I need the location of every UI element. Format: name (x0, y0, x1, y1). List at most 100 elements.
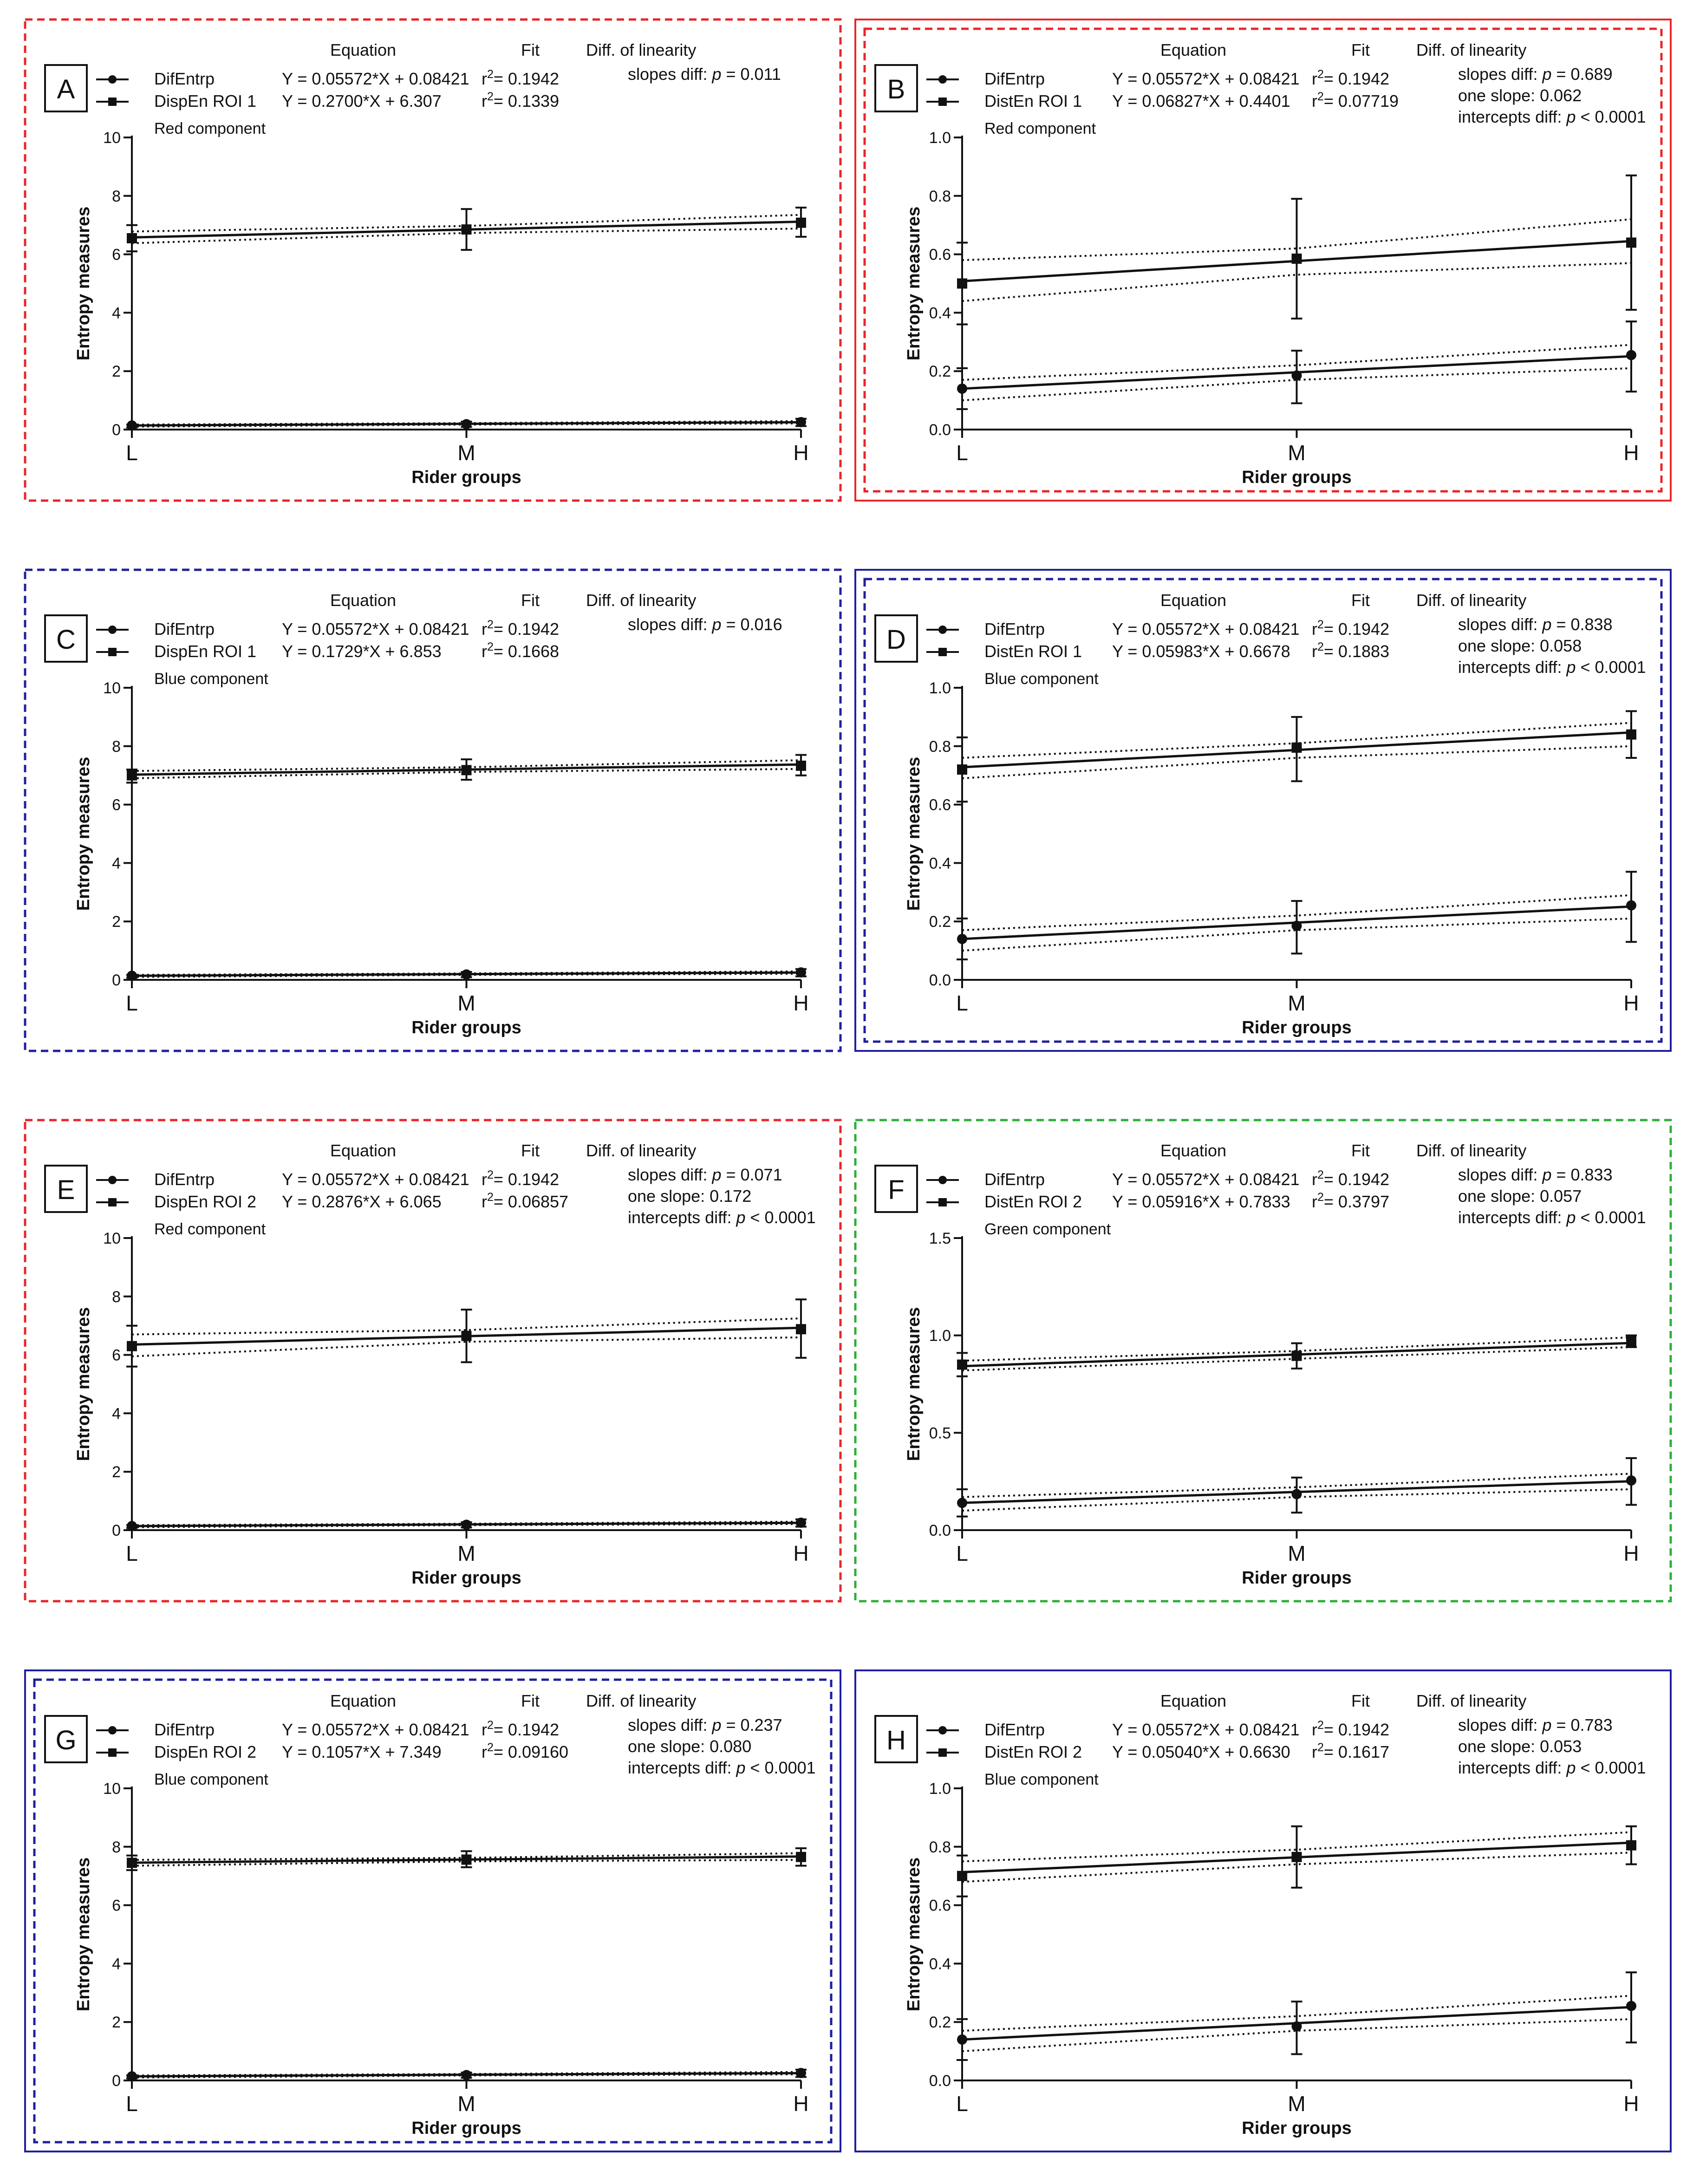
r-squared: r2= 0.1942 (482, 1719, 559, 1739)
r-squared: r2= 0.09160 (482, 1741, 568, 1761)
legend-label: DispEn ROI 1 (154, 91, 256, 111)
data-point-circle (127, 971, 137, 981)
header-fit: Fit (1351, 40, 1370, 59)
y-tick-label: 10 (103, 1780, 121, 1798)
series-equation: Y = 0.2700*X + 6.307 (282, 91, 442, 111)
r-squared-value: = 0.1942 (494, 1170, 559, 1189)
legend-marker-square (938, 1748, 947, 1757)
y-tick-label: 0.2 (929, 2014, 951, 2031)
header-equation: Equation (330, 591, 396, 610)
data-point-square (461, 765, 472, 776)
data-point-square (1626, 1336, 1636, 1347)
stats-line: intercepts diff: p < 0.0001 (1458, 658, 1646, 677)
data-point-square (127, 1858, 137, 1868)
series-equation: Y = 0.1729*X + 6.853 (282, 642, 442, 661)
r-squared-value: = 0.3797 (1324, 1192, 1389, 1211)
stats-value: = 0.237 (721, 1715, 782, 1734)
legend-label: DistEn ROI 2 (984, 1742, 1082, 1761)
legend-label: DifEntrp (984, 619, 1045, 639)
r-squared-value: = 0.1942 (1324, 1720, 1389, 1739)
stats-line: slopes diff: p = 0.011 (628, 65, 781, 84)
r-squared: r2= 0.1942 (1312, 618, 1389, 639)
component-label: Blue component (984, 1771, 1099, 1788)
series-equation: Y = 0.1057*X + 7.349 (282, 1742, 442, 1761)
header-equation: Equation (330, 40, 396, 59)
panel-f: F Equation Fit Diff. of linearity DifEntrp Y … (854, 1119, 1672, 1603)
panel-frame (854, 1669, 1672, 2152)
panel-letter-box (44, 1715, 88, 1763)
header-fit: Fit (1351, 1141, 1370, 1160)
panel-inner-frame (863, 27, 1663, 493)
ci-band-upper (962, 722, 1632, 759)
header-linearity: Diff. of linearity (586, 1141, 696, 1160)
data-point-square (127, 770, 137, 781)
y-tick-label: 0.8 (929, 1838, 951, 1856)
component-label: Green component (984, 1220, 1111, 1238)
panel-letter: D (886, 625, 906, 655)
r-squared: r2= 0.3797 (1312, 1191, 1389, 1211)
legend-marker-square (938, 98, 947, 106)
data-point-square (1291, 742, 1302, 753)
header-fit: Fit (1351, 1691, 1370, 1710)
stats-prefix: intercepts diff: (1458, 658, 1566, 677)
stats-value: = 0.011 (721, 65, 781, 84)
y-tick-label: 4 (112, 1405, 121, 1422)
ci-band-lower (962, 917, 1632, 952)
superscript: 2 (487, 1741, 494, 1754)
y-tick-label: 0 (112, 971, 121, 989)
superscript: 2 (487, 640, 494, 653)
data-point-circle (1291, 2021, 1302, 2032)
stats-line: one slope: 0.062 (1458, 86, 1582, 105)
data-point-square (796, 1324, 806, 1335)
data-point-square (957, 1871, 967, 1881)
y-tick-label: 1.0 (929, 679, 951, 697)
component-label: Blue component (984, 670, 1099, 688)
panel-frame (854, 569, 1672, 1052)
y-tick-label: 0.6 (929, 796, 951, 814)
stats-line: intercepts diff: p < 0.0001 (628, 1208, 816, 1227)
data-point-square (957, 1359, 967, 1370)
r-squared: r2= 0.1339 (482, 90, 559, 111)
y-tick-label: 0.6 (929, 1897, 951, 1915)
x-tick-label: L (956, 441, 968, 465)
stats-prefix: slopes diff: (1458, 1715, 1542, 1734)
y-tick-label: 1.5 (929, 1230, 951, 1247)
series-equation: Y = 0.05572*X + 0.08421 (1112, 619, 1300, 639)
r-squared-value: = 0.09160 (494, 1742, 568, 1761)
panel-letter: F (888, 1175, 904, 1205)
r-squared-value: = 0.1883 (1324, 642, 1389, 661)
y-tick-label: 1.0 (929, 1780, 951, 1798)
y-tick-label: 0 (112, 2072, 121, 2090)
x-tick-label: L (126, 2092, 138, 2116)
ci-band-lower (962, 1488, 1632, 1512)
r-squared-value: = 0.07719 (1324, 91, 1399, 111)
stats-p: p (711, 65, 721, 84)
legend-marker-square (938, 1198, 947, 1206)
y-tick-label: 2 (112, 1463, 121, 1481)
x-tick-label: L (956, 991, 968, 1015)
x-tick-label: M (1288, 441, 1305, 465)
x-axis-title: Rider groups (411, 1018, 521, 1037)
legend-label: DifEntrp (154, 1170, 215, 1189)
panel-a: A Equation Fit Diff. of linearity DifEntrp Y … (24, 18, 842, 502)
legend-marker-square (938, 648, 947, 656)
panel-letter-box (874, 614, 918, 663)
data-point-circle (1626, 350, 1636, 360)
y-tick-label: 10 (103, 129, 121, 147)
y-tick-label: 0 (112, 421, 121, 439)
r-squared: r2= 0.1942 (482, 68, 559, 88)
y-tick-label: 4 (112, 854, 121, 872)
y-tick-label: 6 (112, 796, 121, 814)
stats-value: < 0.0001 (1576, 658, 1646, 677)
stats-prefix: slopes diff: (628, 615, 712, 634)
stats-line: one slope: 0.053 (1458, 1737, 1582, 1756)
header-equation: Equation (330, 1691, 396, 1710)
ci-band-lower (962, 367, 1632, 402)
superscript: 2 (1317, 1719, 1324, 1732)
y-axis-title: Entropy measures (74, 1307, 93, 1461)
legend-label: DifEntrp (154, 619, 215, 639)
data-point-square (957, 278, 967, 289)
superscript: 2 (487, 618, 494, 631)
legend-label: DistEn ROI 1 (984, 642, 1082, 661)
